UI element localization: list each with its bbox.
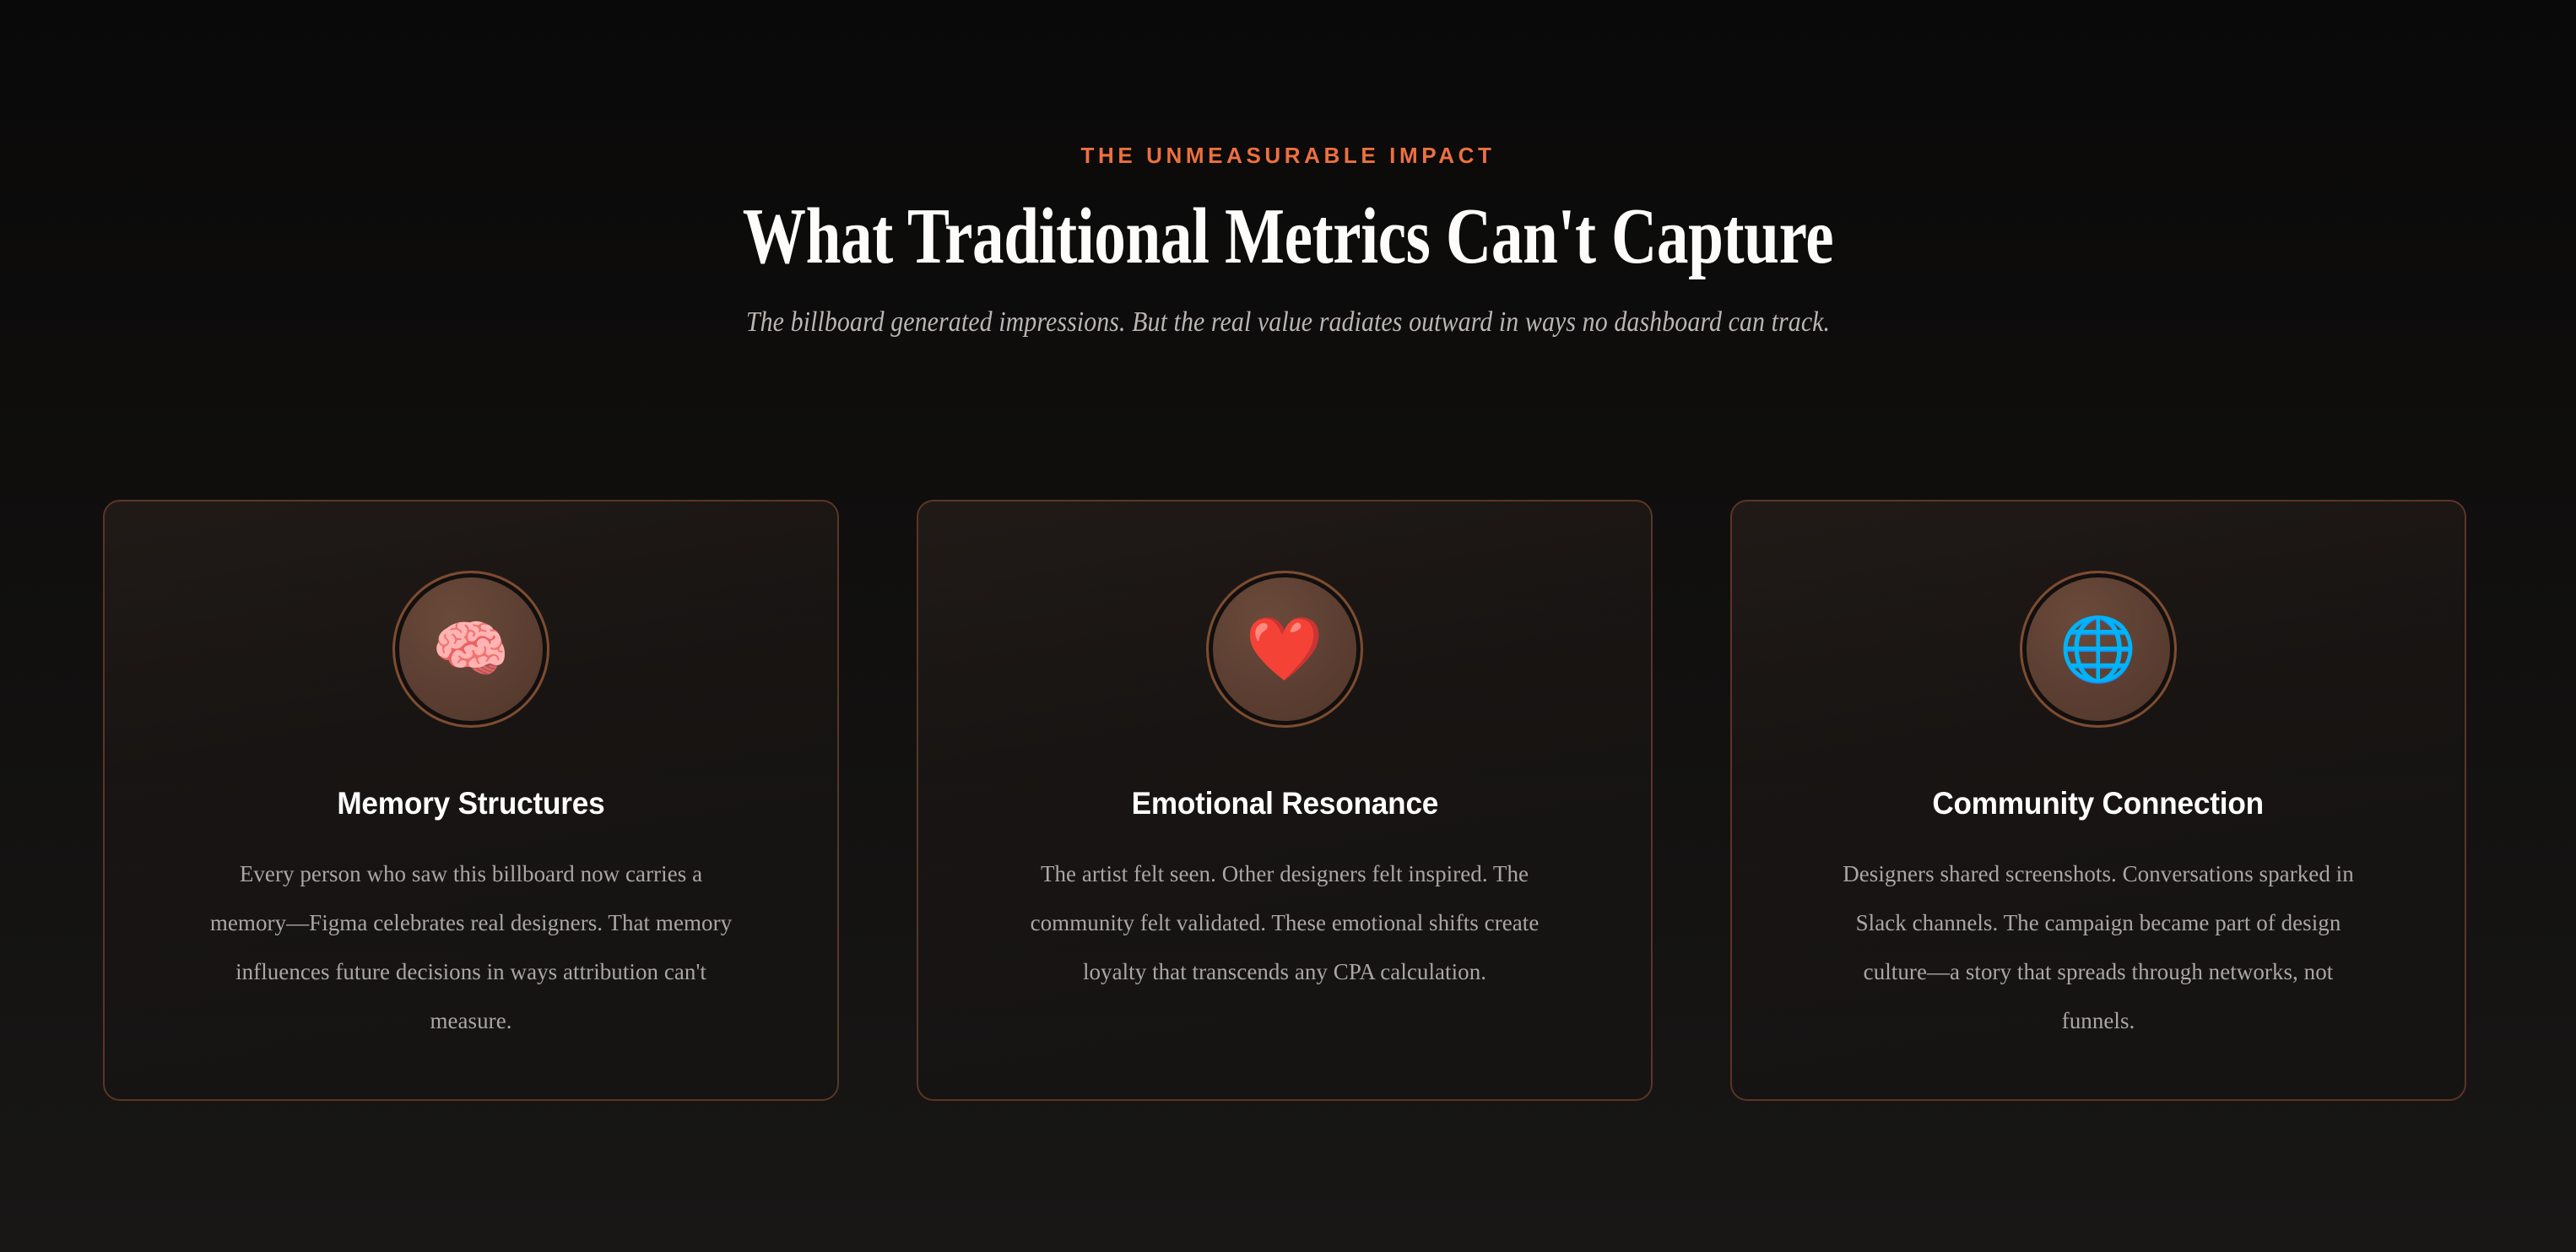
section-subtitle: The billboard generated impressions. But… xyxy=(745,306,1831,338)
card-body-text: The artist felt seen. Other designers fe… xyxy=(1030,861,1540,984)
brain-icon: 🧠 xyxy=(431,613,511,686)
card-body-text: Every person who saw this billboard now … xyxy=(209,861,733,1033)
card-body-text: Designers shared screenshots. Conversati… xyxy=(1843,861,2354,1033)
page-title: What Traditional Metrics Can't Capture xyxy=(742,192,1834,280)
section-header: THE UNMEASURABLE IMPACT What Traditional… xyxy=(0,0,2576,341)
globe-icon: 🌐 xyxy=(2059,613,2138,686)
card-title: Emotional Resonance xyxy=(1131,786,1438,821)
icon-badge: 🌐 xyxy=(2020,571,2177,728)
card-title: Memory Structures xyxy=(337,786,605,821)
icon-badge: ❤️ xyxy=(1206,571,1363,728)
feature-card-community-connection[interactable]: 🌐 Community Connection Designers shared … xyxy=(1730,500,2466,1101)
heart-icon: ❤️ xyxy=(1245,613,1324,686)
feature-card-grid: 🧠 Memory Structures Every person who saw… xyxy=(103,500,2466,1101)
feature-card-emotional-resonance[interactable]: ❤️ Emotional Resonance The artist felt s… xyxy=(917,500,1653,1101)
icon-badge: 🧠 xyxy=(392,571,549,728)
feature-card-memory-structures[interactable]: 🧠 Memory Structures Every person who saw… xyxy=(103,500,839,1101)
card-title: Community Connection xyxy=(1932,786,2265,821)
section-eyebrow: THE UNMEASURABLE IMPACT xyxy=(1080,143,1496,168)
